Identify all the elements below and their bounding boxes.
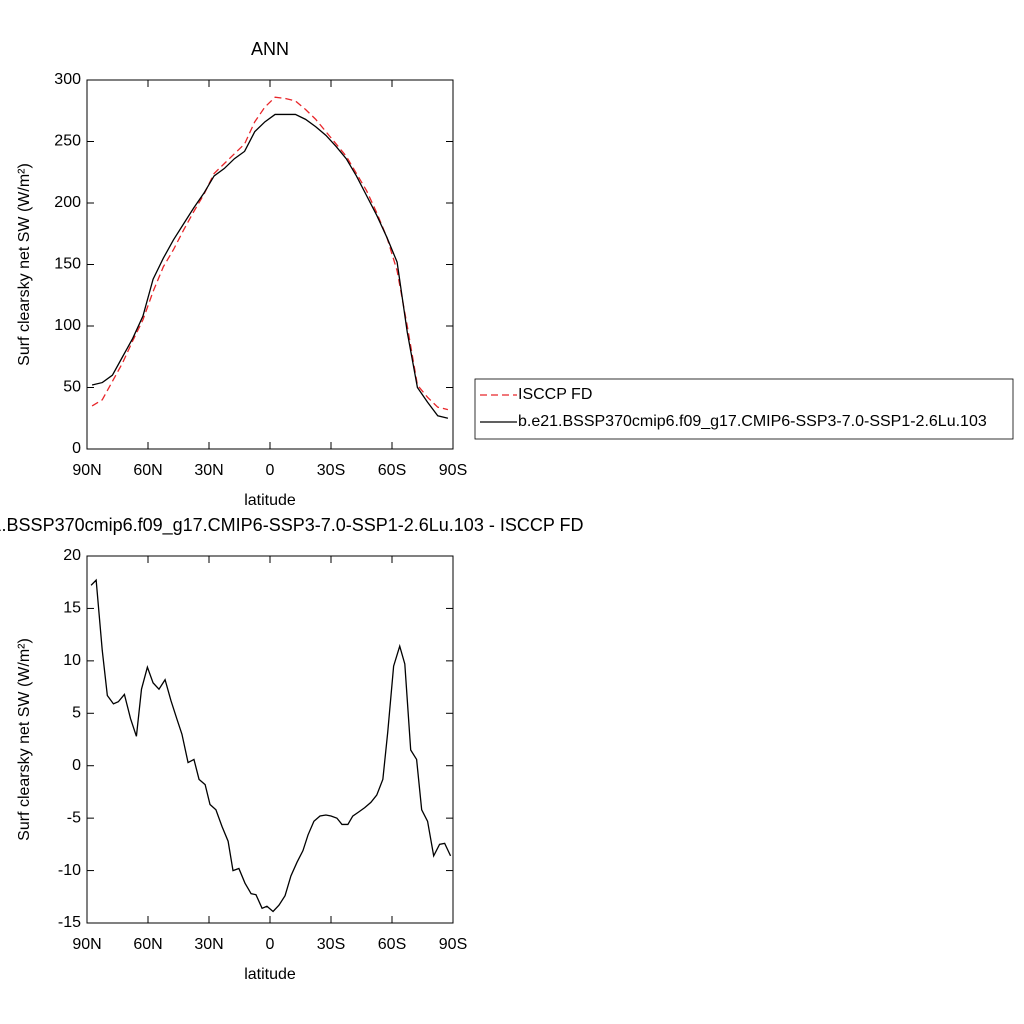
y-tick-label: 300 — [54, 71, 81, 88]
legend-label: b.e21.BSSP370cmip6.f09_g17.CMIP6-SSP3-7.… — [518, 413, 987, 430]
y-tick-label: 200 — [54, 194, 81, 211]
x-tick-label: 90S — [439, 462, 467, 479]
x-tick-label: 30S — [317, 936, 345, 953]
plot-frame — [86, 79, 454, 450]
plot-frame — [86, 555, 454, 924]
y-tick-label: 0 — [72, 440, 81, 457]
x-tick-label: 0 — [266, 936, 275, 953]
x-tick-label: 30N — [194, 462, 223, 479]
x-tick-label: 60N — [133, 936, 162, 953]
x-axis-label: latitude — [244, 492, 296, 509]
data-line — [91, 113, 449, 419]
x-tick-label: 0 — [266, 462, 275, 479]
chart-title: ANN — [251, 39, 289, 59]
chart-title: b.e21.BSSP370cmip6.f09_g17.CMIP6-SSP3-7.… — [0, 515, 584, 536]
y-tick-label: 250 — [54, 133, 81, 150]
y-tick-label: -5 — [67, 809, 81, 826]
x-tick-label: 30S — [317, 462, 345, 479]
data-line — [91, 96, 449, 411]
x-tick-label: 90S — [439, 936, 467, 953]
x-tick-label: 30N — [194, 936, 223, 953]
x-axis-label: latitude — [244, 966, 296, 983]
x-tick-label: 60N — [133, 462, 162, 479]
y-axis-label: Surf clearsky net SW (W/m²) — [16, 163, 33, 366]
y-tick-label: 15 — [63, 600, 81, 617]
y-tick-label: 150 — [54, 256, 81, 273]
y-tick-label: 0 — [72, 757, 81, 774]
y-tick-label: 5 — [72, 705, 81, 722]
x-tick-label: 60S — [378, 936, 406, 953]
legend-label: ISCCP FD — [518, 386, 592, 403]
y-tick-label: -10 — [58, 862, 81, 879]
y-tick-label: 10 — [63, 652, 81, 669]
x-tick-label: 90N — [72, 936, 101, 953]
x-tick-label: 60S — [378, 462, 406, 479]
y-tick-label: 50 — [63, 379, 81, 396]
y-axis-label: Surf clearsky net SW (W/m²) — [16, 638, 33, 841]
y-tick-label: 100 — [54, 317, 81, 334]
legend-box — [474, 378, 1014, 440]
x-tick-label: 90N — [72, 462, 101, 479]
data-line — [90, 578, 452, 913]
y-tick-label: 20 — [63, 547, 81, 564]
y-tick-label: -15 — [58, 914, 81, 931]
